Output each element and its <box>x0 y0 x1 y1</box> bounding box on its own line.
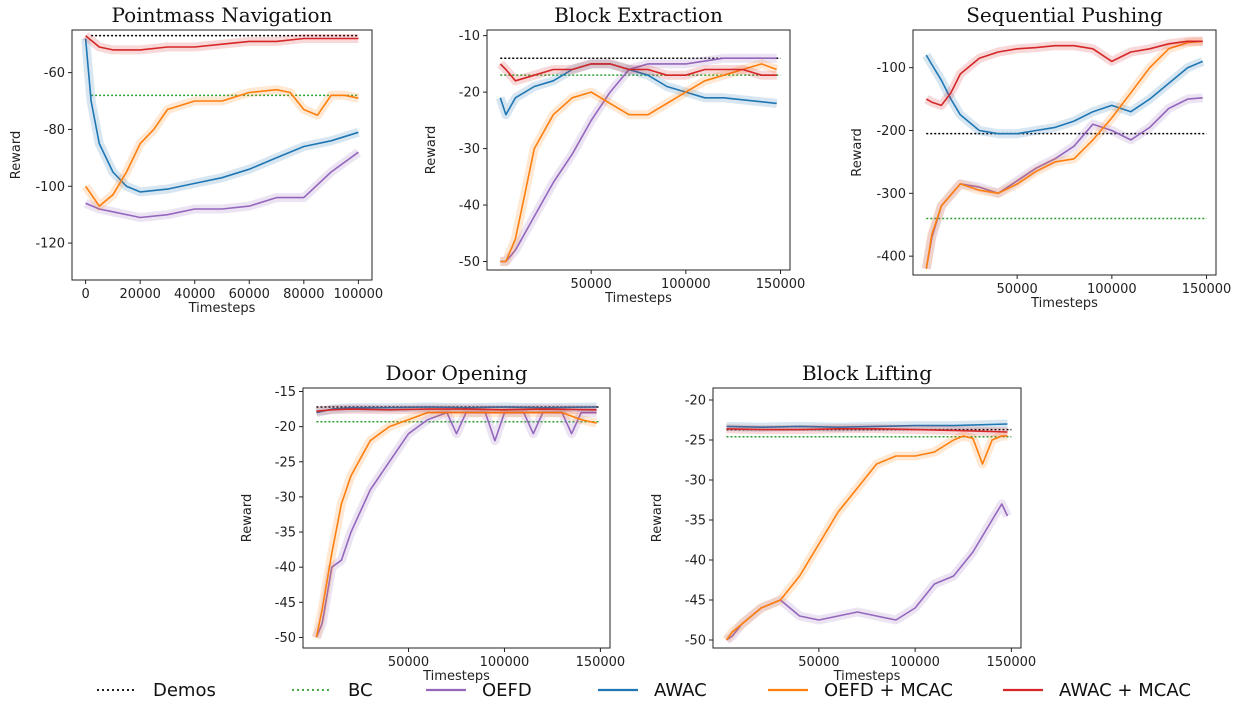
y-tick-label: -50 <box>275 631 296 646</box>
y-tick-label: -400 <box>876 250 906 265</box>
y-tick-label: -30 <box>685 474 706 489</box>
legend-label: OEFD + MCAC <box>824 680 953 701</box>
y-tick-label: -10 <box>459 29 480 44</box>
x-tick-label: 20000 <box>120 287 161 302</box>
y-tick-label: -35 <box>275 526 296 541</box>
legend-item-awac-plus-mcac: AWAC + MCAC <box>1003 680 1191 701</box>
y-tick-label: -30 <box>275 490 296 505</box>
x-axis-label: Timesteps <box>188 301 256 316</box>
y-tick-label: -80 <box>44 123 65 138</box>
x-tick-label: 100000 <box>661 277 711 292</box>
y-tick-label: -40 <box>275 561 296 576</box>
x-tick-label: 100000 <box>334 287 384 302</box>
x-tick-label: 150000 <box>576 655 626 670</box>
panel-title: Sequential Pushing <box>966 3 1163 27</box>
x-tick-label: 50000 <box>388 655 429 670</box>
x-tick-label: 0 <box>81 287 89 302</box>
y-tick-label: -45 <box>275 596 296 611</box>
y-tick-label: -100 <box>876 61 906 76</box>
y-tick-label: -20 <box>685 394 706 409</box>
y-tick-label: -45 <box>685 594 706 609</box>
y-tick-label: -20 <box>459 86 480 101</box>
x-tick-label: 100000 <box>480 655 530 670</box>
x-tick-label: 100000 <box>890 655 940 670</box>
y-tick-label: -100 <box>35 180 65 195</box>
y-tick-label: -120 <box>35 237 65 252</box>
legend-item-demos: Demos <box>97 680 216 701</box>
legend-item-awac: AWAC <box>598 680 707 701</box>
y-axis-label: Reward <box>9 131 24 179</box>
chart-panel-block-extraction: Block Extraction 50000 100000 150000 -10 -20 -… <box>424 3 805 306</box>
legend-label: OEFD <box>482 680 532 701</box>
legend-label: Demos <box>153 680 216 701</box>
panel-title: Pointmass Navigation <box>112 3 333 27</box>
x-axis-label: Timesteps <box>1030 296 1098 311</box>
y-tick-label: -15 <box>275 385 296 400</box>
y-tick-label: -40 <box>459 199 480 214</box>
y-tick-label: -50 <box>459 255 480 270</box>
y-axis-label: Reward <box>240 494 255 542</box>
y-tick-label: -50 <box>685 634 706 649</box>
x-tick-label: 80000 <box>283 287 324 302</box>
y-tick-label: -25 <box>685 434 706 449</box>
chart-panel-sequential-pushing: Sequential Pushing 50000 100000 150000 -100 -… <box>850 3 1231 311</box>
y-tick-label: -40 <box>685 554 706 569</box>
x-tick-label: 50000 <box>798 655 839 670</box>
series-line-oefd-plus-mcac <box>500 64 776 262</box>
legend-label: BC <box>348 680 373 701</box>
panel-title: Block Lifting <box>802 361 932 385</box>
chart-panel-pointmass-navigation: Pointmass Navigation 0 20000 40000 60000 8000… <box>9 3 383 316</box>
series-band-oefd <box>316 413 596 638</box>
x-tick-label: 150000 <box>756 277 806 292</box>
x-axis-label: Timesteps <box>604 291 672 306</box>
x-tick-label: 60000 <box>229 287 270 302</box>
x-tick-label: 50000 <box>570 277 611 292</box>
plot-frame <box>72 30 372 280</box>
y-axis-label: Reward <box>650 494 665 542</box>
legend-item-oefd-plus-mcac: OEFD + MCAC <box>768 680 953 701</box>
series-line-oefd <box>727 504 1008 640</box>
x-tick-label: 50000 <box>996 282 1037 297</box>
y-tick-label: -25 <box>275 455 296 470</box>
y-tick-label: -30 <box>459 142 480 157</box>
y-axis-label: Reward <box>424 126 439 174</box>
y-tick-label: -200 <box>876 124 906 139</box>
y-tick-label: -35 <box>685 514 706 529</box>
y-tick-label: -20 <box>275 420 296 435</box>
x-tick-label: 150000 <box>1182 282 1232 297</box>
series-band-oefd <box>727 504 1008 640</box>
y-axis-label: Reward <box>850 128 865 176</box>
x-tick-label: 100000 <box>1087 282 1137 297</box>
x-tick-label: 40000 <box>174 287 215 302</box>
legend-label: AWAC + MCAC <box>1059 680 1191 701</box>
chart-panel-door-opening: Door Opening 50000 100000 150000 -15 -20 -25 -3… <box>240 361 625 684</box>
legend: Demos BC OEFD AWAC OEFD + MCAC AWAC + MCAC <box>97 680 1191 701</box>
panel-title: Block Extraction <box>554 3 723 27</box>
series-band-oefd-plus-mcac <box>727 436 1008 640</box>
x-axis-label: Timesteps <box>422 669 490 684</box>
legend-item-bc: BC <box>292 680 373 701</box>
y-tick-label: -60 <box>44 66 65 81</box>
chart-panel-block-lifting: Block Lifting 50000 100000 150000 -20 -25 -30 -… <box>650 361 1036 684</box>
panel-title: Door Opening <box>385 361 527 385</box>
legend-label: AWAC <box>654 680 707 701</box>
series-band-oefd-plus-mcac <box>500 64 776 262</box>
x-tick-label: 150000 <box>987 655 1037 670</box>
y-tick-label: -300 <box>876 187 906 202</box>
